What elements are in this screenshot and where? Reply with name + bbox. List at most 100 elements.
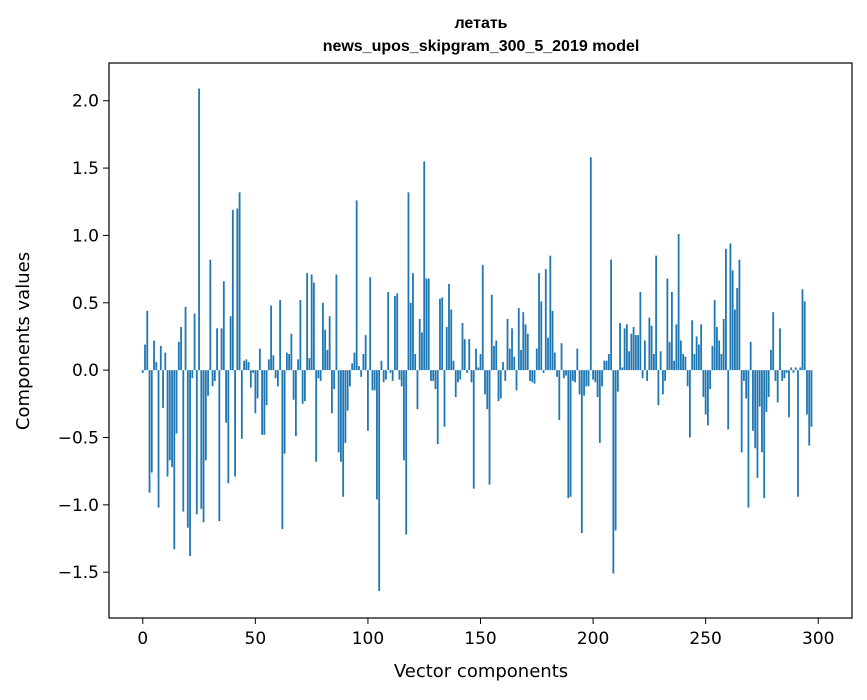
bar <box>704 370 707 415</box>
bar <box>220 328 223 371</box>
bar <box>150 370 153 473</box>
bar <box>749 341 752 371</box>
bar <box>324 329 327 371</box>
bar <box>774 370 777 381</box>
bar <box>657 370 660 406</box>
bar <box>457 370 459 383</box>
bar <box>722 318 725 371</box>
bar <box>207 370 209 396</box>
bar <box>515 370 518 391</box>
bar <box>790 367 793 371</box>
bar <box>382 370 385 383</box>
bar <box>182 370 185 512</box>
bar <box>535 348 538 371</box>
bar <box>670 292 673 371</box>
bar <box>175 370 178 434</box>
bar <box>153 340 155 371</box>
bar <box>303 370 306 402</box>
bar <box>459 370 462 380</box>
bar <box>227 370 230 484</box>
bar <box>475 348 477 371</box>
bar <box>479 353 482 371</box>
bar <box>306 273 309 371</box>
bar <box>675 324 678 371</box>
bar <box>788 370 790 418</box>
bar <box>655 255 658 371</box>
bar <box>720 353 723 371</box>
bar <box>430 370 432 381</box>
bar <box>781 370 784 381</box>
bar <box>328 316 331 371</box>
bar <box>679 340 682 371</box>
bar <box>506 318 509 371</box>
bar <box>767 370 770 398</box>
bar <box>779 328 781 371</box>
bar <box>499 370 502 399</box>
bar <box>405 370 408 535</box>
bar <box>254 370 257 414</box>
bar <box>240 370 243 439</box>
bar <box>486 370 489 410</box>
bar <box>173 370 176 550</box>
bar <box>294 370 297 437</box>
bar <box>353 352 356 371</box>
bar <box>283 370 286 454</box>
bar <box>256 370 259 399</box>
bar <box>376 370 378 500</box>
bar <box>493 345 495 371</box>
bar <box>238 192 241 371</box>
bar <box>668 341 671 371</box>
bar <box>403 370 405 461</box>
y-tick-label: −1.5 <box>58 563 99 583</box>
bar <box>472 370 475 489</box>
bar <box>412 273 414 371</box>
bar <box>285 352 288 371</box>
bar <box>454 370 457 398</box>
bar <box>589 157 592 371</box>
bar <box>725 248 727 371</box>
bar <box>288 353 291 371</box>
bar <box>258 348 261 371</box>
bar <box>398 370 401 380</box>
bar <box>616 370 619 392</box>
bar <box>713 300 716 371</box>
bar <box>213 370 216 381</box>
bar <box>484 370 486 395</box>
bar <box>463 339 466 371</box>
bar <box>556 370 558 377</box>
bar <box>222 281 225 371</box>
bar <box>443 370 446 427</box>
bar <box>355 200 358 371</box>
bar <box>157 370 160 508</box>
bar <box>688 370 691 438</box>
bar <box>488 370 491 485</box>
x-tick-label: 150 <box>464 629 496 649</box>
bar <box>274 370 277 379</box>
bar <box>614 370 617 531</box>
bar <box>734 309 736 371</box>
bar <box>146 310 149 371</box>
bar <box>605 360 608 371</box>
bar-series <box>141 88 813 592</box>
bar <box>761 370 763 453</box>
bar <box>247 362 250 371</box>
bar <box>252 370 254 373</box>
bar <box>511 328 513 371</box>
bar <box>319 370 322 381</box>
bar <box>198 88 200 371</box>
bar <box>396 293 399 371</box>
bar <box>783 370 786 379</box>
bar <box>297 359 300 371</box>
bar <box>637 335 640 371</box>
bar <box>310 274 313 371</box>
bar <box>544 269 547 371</box>
bar <box>159 345 162 371</box>
bar <box>249 370 252 388</box>
bar <box>326 349 329 371</box>
bar <box>434 370 437 389</box>
bar <box>346 370 349 411</box>
bar <box>594 370 597 383</box>
bar <box>414 353 417 371</box>
bar <box>650 325 653 371</box>
